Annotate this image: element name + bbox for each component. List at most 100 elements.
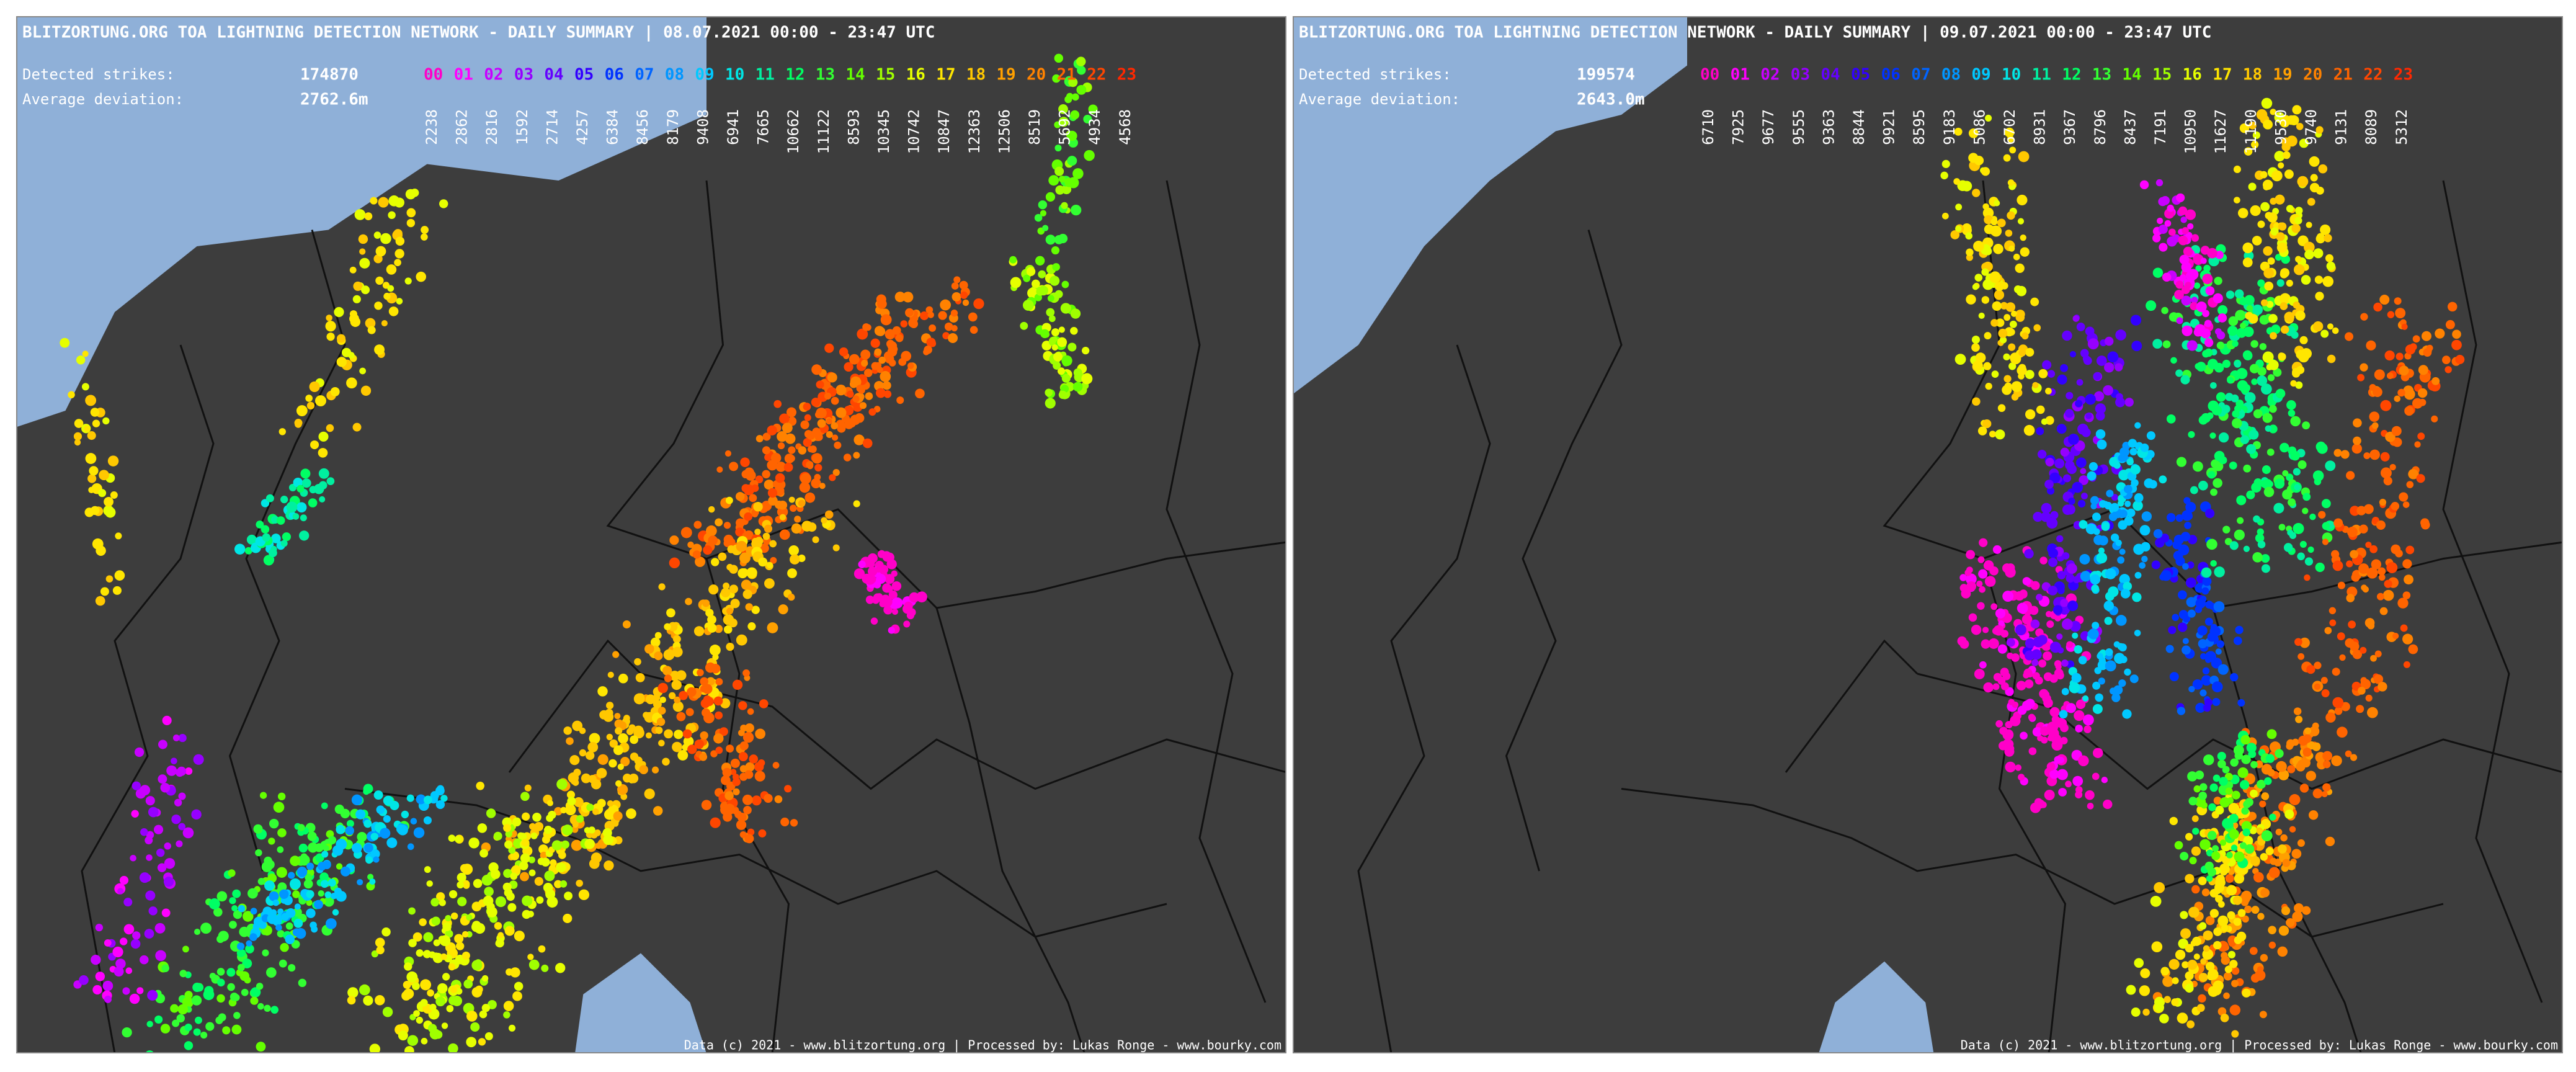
strike-dot <box>865 392 873 400</box>
strike-dot <box>694 739 704 749</box>
strike-dot <box>2213 478 2222 488</box>
strike-dot <box>630 735 639 744</box>
strike-dot <box>2215 648 2222 655</box>
strike-dot <box>504 840 513 849</box>
strike-dot <box>404 962 412 971</box>
strike-dot <box>375 276 384 285</box>
strike-dot <box>1045 234 1056 245</box>
strike-dot <box>2206 849 2214 857</box>
hour-label: 10 <box>2002 66 2021 84</box>
hour-label: 01 <box>454 66 473 84</box>
strike-dot <box>2229 1004 2241 1016</box>
strike-dot <box>814 473 821 481</box>
strike-dot <box>736 820 747 830</box>
strike-dot <box>886 339 895 348</box>
strike-dot <box>2332 327 2339 334</box>
strike-dot <box>571 839 582 851</box>
strike-dot <box>2018 151 2030 163</box>
strike-dot <box>1953 178 1961 185</box>
strike-dot <box>2212 697 2221 707</box>
hour-count: 9408 <box>694 109 711 145</box>
strike-dot <box>263 555 274 566</box>
strike-dot <box>687 541 694 548</box>
strike-dot <box>176 1014 185 1023</box>
strike-dot <box>2267 212 2278 223</box>
strike-dot <box>658 583 666 591</box>
hour-label: 13 <box>2092 66 2111 84</box>
strike-dot <box>2397 388 2405 397</box>
strike-dot <box>381 927 391 937</box>
strike-dot <box>2175 369 2183 377</box>
strike-dot <box>1974 274 1983 282</box>
hour-count: 7665 <box>755 109 772 145</box>
strike-dot <box>522 812 530 821</box>
strike-dot <box>2160 534 2170 543</box>
strike-dot <box>653 700 662 709</box>
hour-label: 12 <box>785 66 804 84</box>
strike-dot <box>832 434 839 441</box>
strike-dot <box>2219 797 2231 808</box>
strike-dot <box>2239 297 2248 306</box>
strike-dot <box>2205 286 2215 296</box>
strike-dot <box>759 699 769 708</box>
strike-dot <box>695 556 706 568</box>
strike-dot <box>788 446 796 454</box>
strike-dot <box>749 494 757 502</box>
strike-dot <box>261 525 270 534</box>
strike-dot <box>728 618 738 628</box>
strike-dot <box>131 781 141 790</box>
strike-dot <box>105 507 116 518</box>
strike-dot <box>569 755 580 766</box>
strike-dot <box>2376 520 2386 530</box>
strike-dot <box>154 922 166 934</box>
strike-dot <box>2376 592 2384 601</box>
strike-dot <box>2030 619 2040 629</box>
strike-dot <box>508 846 516 854</box>
strike-dot <box>2195 265 2202 272</box>
hour-count: 10345 <box>875 109 893 154</box>
strike-dot <box>270 1006 279 1014</box>
strike-dot <box>705 609 714 617</box>
strike-dot <box>2310 174 2318 182</box>
strike-dot <box>803 403 811 411</box>
strike-dot <box>798 554 806 563</box>
strike-dot <box>2232 895 2242 905</box>
strike-dot <box>702 599 710 607</box>
strike-dot <box>2168 625 2177 635</box>
strike-dot <box>2190 940 2197 947</box>
strike-dot <box>900 320 908 328</box>
strike-dot <box>326 315 332 321</box>
strike-dot <box>2230 758 2239 767</box>
strike-dot <box>2366 340 2376 351</box>
strike-dot <box>804 492 816 503</box>
strike-dot <box>510 967 520 978</box>
strike-dot <box>398 1030 408 1041</box>
strike-dot <box>2235 437 2242 444</box>
strike-dot <box>386 264 397 275</box>
strike-dot <box>876 299 887 309</box>
strike-dot <box>310 440 319 450</box>
strike-dot <box>562 824 573 836</box>
strike-dot <box>457 896 467 906</box>
strike-dot <box>114 570 125 581</box>
strike-dot <box>2291 849 2302 859</box>
strike-dot <box>747 622 756 631</box>
strike-dot <box>2257 779 2266 789</box>
strike-dot <box>2408 468 2418 480</box>
strike-dot <box>475 959 482 966</box>
strike-dot <box>814 463 822 472</box>
strike-dot <box>2251 482 2262 493</box>
strike-dot <box>541 835 550 844</box>
strike-dot <box>2060 364 2069 372</box>
strike-dot <box>2007 211 2015 220</box>
strike-dot <box>2061 659 2069 667</box>
strike-dot <box>296 502 307 513</box>
strike-dot <box>2369 545 2378 553</box>
strike-dot <box>544 825 553 834</box>
strike-dot <box>2339 654 2346 661</box>
strike-dot <box>2043 651 2052 661</box>
strike-dot <box>2278 769 2289 780</box>
strike-dot <box>435 800 445 810</box>
strike-dot <box>2139 985 2150 996</box>
strike-dot <box>2331 755 2342 767</box>
